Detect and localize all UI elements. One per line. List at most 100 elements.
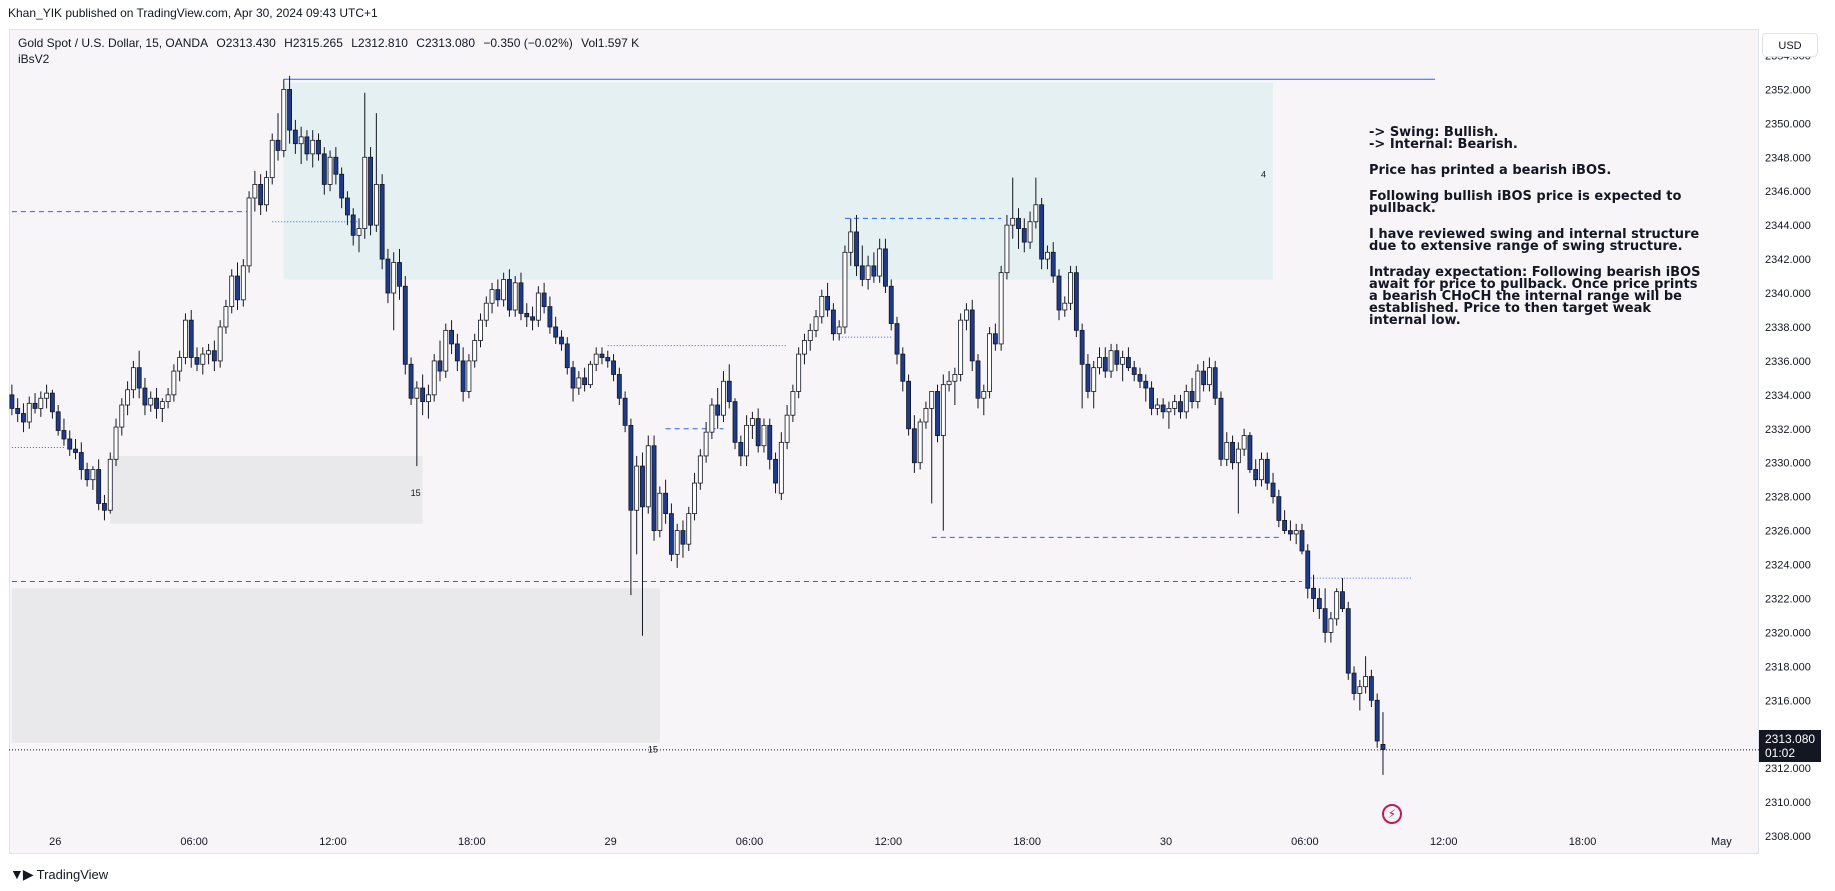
candle [1143,374,1149,402]
time-axis: 26 06:00 12:00 18:00 29 06:00 12:00 18:00 30 06:0… [49,836,1732,848]
candle-body [709,404,715,433]
candle-body [362,156,368,229]
candle-body [246,197,252,267]
candle-body [964,309,969,321]
candle [576,371,582,395]
candle-body [408,363,414,399]
candle [871,252,877,283]
candle [1270,472,1276,504]
candle-body [437,360,443,372]
candle-body [825,296,831,311]
price-tick-label: 2334.000 [1765,390,1811,402]
candle [49,389,55,419]
candle [298,126,304,165]
candle-body [1206,367,1212,386]
candle [969,299,975,372]
candle [663,479,669,524]
candle-body [333,156,339,175]
candle-body [1311,587,1316,599]
candle-body [1363,676,1369,688]
candle [1299,523,1305,555]
candle-body [1166,408,1172,413]
candle [136,350,142,399]
candle-body [1004,224,1010,274]
candle [1328,612,1334,643]
candle-body [1160,404,1166,413]
candle [877,238,883,283]
price-tick-label: 2322.000 [1765,593,1811,605]
demand-zone-upper [110,455,423,524]
candle [345,191,350,226]
analysis-note[interactable]: -> Swing: Bullish. -> Internal: Bearish.… [1369,126,1709,341]
candle-body [9,394,15,409]
candle-body [1287,530,1293,535]
candle-body [755,418,761,447]
candle [1108,343,1114,378]
candle-body [102,503,107,511]
candle-body [749,418,755,426]
candle [1010,177,1016,239]
candle [605,350,611,368]
price-tick-label: 2324.000 [1765,560,1811,572]
candle-body [397,262,402,287]
candle-body [379,184,385,260]
candle [1357,679,1363,711]
candles-layer [9,75,1386,775]
candle-body [935,391,940,436]
candle [1131,360,1137,382]
candle [726,364,732,409]
candle-body [686,513,692,545]
candle-body [761,424,767,447]
candle-body [640,465,645,508]
candle [559,330,564,351]
candle [830,303,836,341]
candle [940,374,946,531]
symbol-title[interactable]: Gold Spot / U.S. Dollar, 15, OANDA [18,36,209,50]
candle-body [848,231,854,253]
candle-body [952,374,958,382]
candle [958,313,964,382]
candle [749,411,755,439]
candle-body [605,357,611,362]
price-tick-label: 2336.000 [1765,356,1811,368]
candle [761,418,767,453]
footer-brand[interactable]: ▼▶ TradingView [10,866,108,883]
candle-body [1154,404,1160,409]
candle [535,286,541,327]
candle-body [906,380,912,430]
candle [842,245,848,334]
currency-button[interactable]: USD [1762,33,1818,57]
candle-body [726,380,732,403]
candle [339,167,345,209]
candle [975,354,981,409]
candle-body [576,377,582,389]
candle-body [385,258,391,294]
candle-body [49,392,55,413]
candle [1316,588,1322,619]
price-tick-label: 2326.000 [1765,526,1811,538]
candle-body [697,455,703,484]
candle-body [1264,458,1270,484]
candle [848,218,854,266]
candle [935,384,940,443]
candle-body [136,367,142,389]
candle [281,79,287,158]
candle-body [425,394,431,403]
candle [865,255,871,290]
candle [217,320,223,368]
candle [593,347,599,372]
note-paragraph-1: Price has printed a bearish iBOS. [1369,163,1612,178]
candle [657,486,663,538]
candle-body [888,285,894,324]
candle-body [217,326,223,362]
candle-body [547,306,553,328]
indicator-label[interactable]: iBsV2 [18,52,50,66]
candle-body [1045,251,1050,260]
candle [159,398,165,422]
lightning-icon[interactable]: ⚡ [1382,804,1402,824]
candle-body [518,282,524,314]
candle-body [454,343,460,362]
candle [1045,245,1050,270]
candle [512,276,518,317]
